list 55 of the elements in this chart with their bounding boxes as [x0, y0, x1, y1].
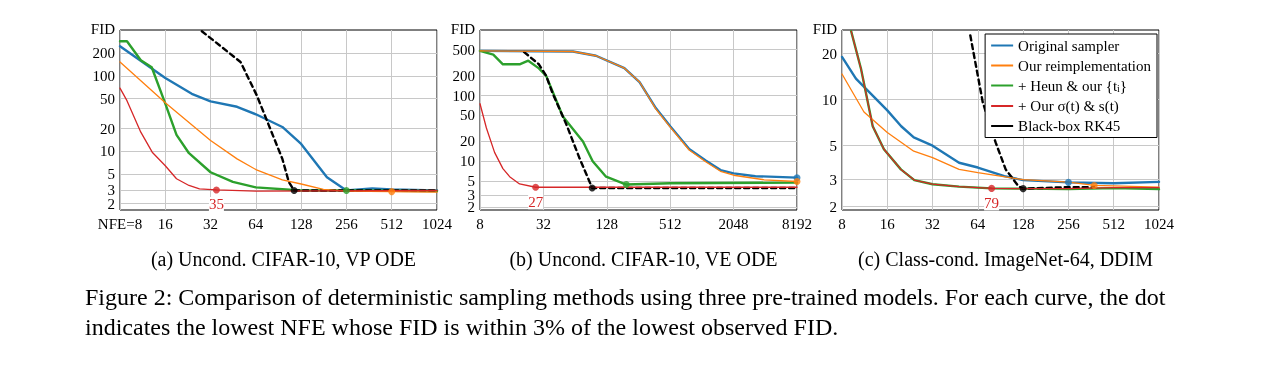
- x-tick-label: 16: [157, 215, 174, 232]
- x-tick-label: 16: [879, 215, 896, 232]
- y-tick-label: 10: [100, 143, 115, 160]
- y-tick-label: 200: [92, 45, 115, 62]
- x-tick-label: 2048: [718, 215, 749, 232]
- y-tick-label: 3: [829, 171, 837, 188]
- y-tick-label: 50: [100, 90, 115, 107]
- y-tick-label: 20: [100, 120, 115, 137]
- y-tick-label: 20: [460, 133, 475, 150]
- x-tick-label: 1024: [422, 215, 453, 232]
- caption: Figure 2: Comparison of deterministic sampling methods using three pre-trained models. For each curve, the dot indicates the lowest NFE whose FID is within 3% of the lowest observed FID.: [85, 283, 1167, 342]
- y-tick-label: 20: [822, 45, 837, 62]
- y-tick-label: 5: [467, 172, 475, 189]
- x-tick-label: 128: [595, 215, 619, 232]
- x-tick-label: 256: [335, 215, 359, 232]
- legend-label: Black-box RK45: [1018, 118, 1121, 134]
- annotation: 27: [528, 193, 544, 210]
- y-tick-label: 100: [92, 68, 115, 85]
- legend-label: + Our σ(t) & s(t): [1018, 98, 1119, 115]
- x-tick-label: 32: [925, 215, 941, 232]
- y-tick-label: 500: [452, 41, 475, 58]
- x-tick-label: NFE=8: [97, 215, 143, 232]
- x-tick-label: 1024: [1144, 215, 1175, 232]
- x-tick-label: 512: [380, 215, 403, 232]
- y-tick-label: 5: [107, 165, 115, 182]
- legend-label: Original sampler: [1018, 37, 1120, 54]
- x-tick-label: 8192: [782, 215, 812, 232]
- x-tick-label: 64: [970, 215, 986, 232]
- annotation: 79: [984, 194, 1000, 211]
- y-tick-label: 50: [460, 107, 475, 124]
- x-tick-label: 32: [203, 215, 219, 232]
- x-tick-label: 128: [289, 215, 313, 232]
- legend-label: Our reimplementation: [1018, 57, 1152, 74]
- y-axis-title: FID: [812, 20, 838, 37]
- x-tick-label: 8: [838, 215, 846, 232]
- annotation: 35: [208, 196, 224, 213]
- text: (b) Uncond. CIFAR-10, VE ODE: [509, 248, 778, 271]
- x-tick-label: 8: [476, 215, 484, 232]
- y-tick-label: 10: [460, 153, 475, 170]
- y-tick-label: 2: [467, 199, 475, 215]
- y-tick-label: 2: [829, 198, 837, 215]
- text: (a) Uncond. CIFAR-10, VP ODE: [150, 248, 417, 271]
- x-tick-label: 128: [1011, 215, 1035, 232]
- x-tick-label: 256: [1057, 215, 1081, 232]
- y-axis-title: FID: [90, 20, 116, 37]
- y-axis-title: FID: [450, 20, 476, 37]
- y-tick-label: 100: [452, 87, 475, 104]
- y-tick-label: 5: [829, 137, 837, 154]
- x-tick-label: 32: [535, 215, 551, 232]
- y-tick-label: 10: [822, 91, 837, 108]
- x-tick-label: 512: [1102, 215, 1125, 232]
- x-tick-label: 64: [248, 215, 264, 232]
- x-tick-label: 512: [658, 215, 682, 232]
- text: (c) Class-cond. ImageNet-64, DDIM: [858, 248, 1154, 271]
- y-tick-label: 200: [452, 67, 475, 84]
